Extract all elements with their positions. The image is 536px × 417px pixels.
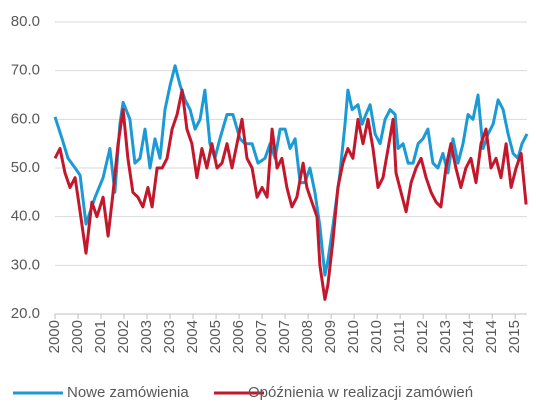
y-tick-label: 30.0 xyxy=(11,256,40,273)
x-tick-label: 2007 xyxy=(276,320,293,353)
y-tick-label: 50.0 xyxy=(11,159,40,176)
y-tick-label: 40.0 xyxy=(11,208,40,225)
series-line xyxy=(53,88,528,301)
x-tick-label: 2014 xyxy=(483,320,500,353)
x-tick-label: 2015 xyxy=(506,320,523,353)
x-tick-label: 2007 xyxy=(253,320,270,353)
y-tick-label: 60.0 xyxy=(11,110,40,127)
legend-label: Opóźnienia w realizacji zamówień xyxy=(248,384,473,401)
y-tick-label: 80.0 xyxy=(11,13,40,30)
x-tick-label: 2010 xyxy=(368,320,385,353)
x-tick-label: 2002 xyxy=(115,320,132,353)
x-tick-label: 2008 xyxy=(299,320,316,353)
x-tick-label: 2010 xyxy=(345,320,362,353)
x-tick-label: 2001 xyxy=(92,320,109,353)
x-tick-label: 2005 xyxy=(207,320,224,353)
legend-label: Nowe zamówienia xyxy=(67,384,189,401)
y-tick-label: 70.0 xyxy=(11,62,40,79)
x-tick-label: 2000 xyxy=(69,320,86,353)
x-tick-label: 2011 xyxy=(391,320,408,352)
x-tick-label: 2000 xyxy=(46,320,63,353)
x-tick-label: 2003 xyxy=(161,320,178,353)
x-tick-label: 2009 xyxy=(322,320,339,353)
y-tick-label: 20.0 xyxy=(11,305,40,322)
x-tick-label: 2006 xyxy=(230,320,247,353)
x-tick-label: 2003 xyxy=(138,320,155,353)
x-tick-label: 2014 xyxy=(460,320,477,353)
x-tick-label: 2012 xyxy=(414,320,431,353)
x-tick-label: 2004 xyxy=(184,320,201,353)
x-tick-label: 2013 xyxy=(437,320,454,353)
